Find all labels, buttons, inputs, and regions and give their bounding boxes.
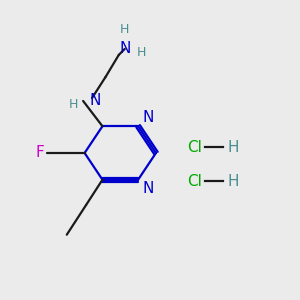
Text: F: F [35,146,44,160]
Text: N: N [119,41,130,56]
Text: N: N [89,94,100,109]
Text: Cl: Cl [187,140,202,154]
Text: H: H [120,23,129,37]
Text: N: N [142,110,154,125]
Text: H: H [136,46,146,59]
Text: N: N [142,181,154,196]
Text: H: H [69,98,78,111]
Text: H: H [227,140,239,154]
Text: H: H [227,174,239,189]
Text: Cl: Cl [187,174,202,189]
